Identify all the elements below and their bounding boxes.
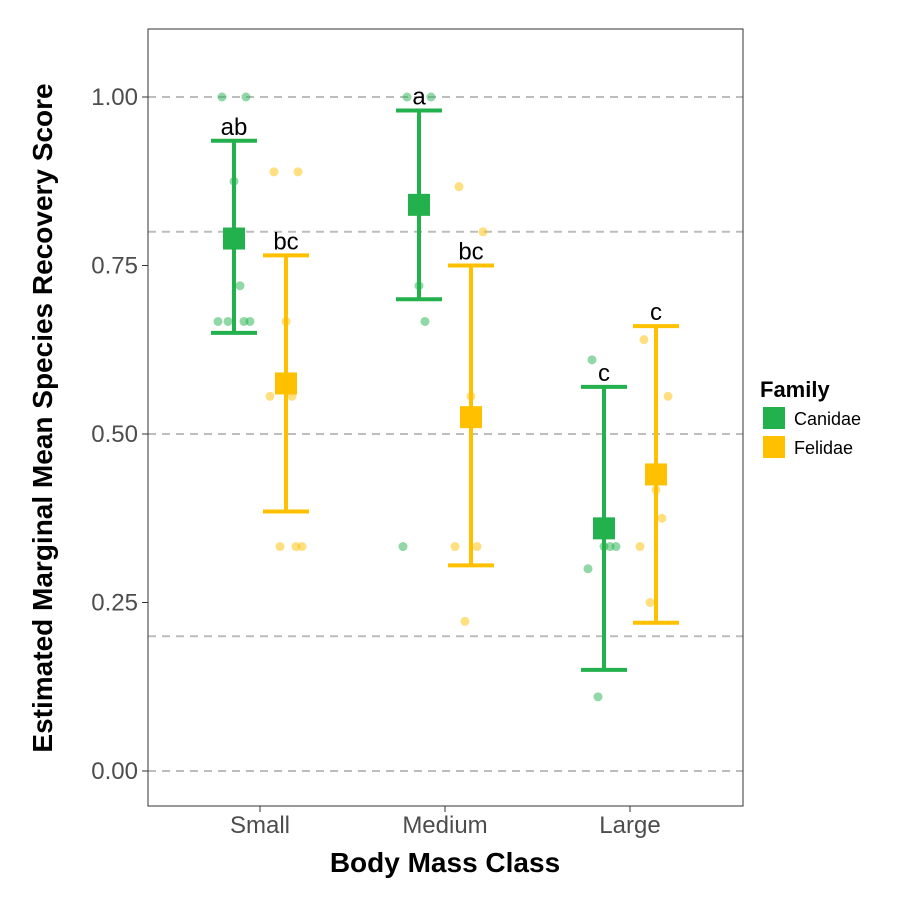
mean-markers	[223, 193, 667, 540]
data-point-canidae	[583, 564, 593, 574]
legend: Family Canidae Felidae	[760, 377, 861, 458]
mean-marker-felidae	[645, 463, 667, 486]
data-point-felidae	[275, 542, 285, 552]
legend-swatch-felidae	[763, 436, 785, 458]
data-point-canidae	[587, 355, 597, 365]
x-tick-label: Small	[230, 812, 290, 839]
legend-label-canidae: Canidae	[794, 409, 861, 429]
significance-letter-felidae: bc	[458, 239, 483, 266]
significance-letter-felidae: bc	[273, 228, 298, 255]
legend-title: Family	[760, 377, 830, 402]
y-tick-label: 0.00	[91, 758, 138, 785]
significance-letters: ab a c bc bc c	[221, 83, 662, 386]
data-point-felidae	[645, 598, 655, 607]
mean-marker-canidae	[593, 517, 615, 540]
legend-swatch-canidae	[763, 407, 785, 429]
x-tick-label: Large	[599, 812, 660, 839]
data-point-felidae	[460, 616, 470, 626]
data-point-felidae	[478, 227, 488, 237]
data-point-canidae	[223, 316, 233, 326]
y-axis-title: Estimated Marginal Mean Species Recovery…	[27, 83, 58, 752]
data-point-felidae	[454, 182, 464, 192]
data-point-felidae	[265, 391, 275, 401]
data-point-canidae	[213, 316, 223, 326]
data-point-felidae	[663, 391, 673, 401]
data-point-felidae	[472, 542, 482, 552]
data-point-canidae	[241, 92, 251, 102]
y-axis-ticks: 0.00 0.25 0.50 0.75 1.00	[91, 84, 148, 785]
data-point-canidae	[239, 316, 249, 326]
reference-lines	[148, 96, 743, 772]
data-point-canidae	[402, 92, 412, 102]
significance-letter-canidae: a	[412, 83, 426, 110]
data-point-canidae	[593, 692, 603, 702]
y-tick-label: 0.50	[91, 421, 138, 448]
data-point-canidae	[235, 281, 245, 291]
data-point-canidae	[426, 92, 436, 102]
data-point-canidae	[605, 542, 615, 552]
data-point-felidae	[293, 167, 303, 177]
data-point-canidae	[217, 92, 227, 102]
y-tick-label: 0.75	[91, 253, 138, 280]
y-tick-label: 1.00	[91, 84, 138, 111]
mean-marker-canidae	[223, 227, 245, 250]
data-point-felidae	[657, 513, 667, 523]
y-tick-label: 0.25	[91, 590, 138, 617]
significance-letter-canidae: ab	[221, 114, 248, 141]
data-point-felidae	[291, 542, 301, 552]
data-point-felidae	[635, 542, 645, 552]
mean-marker-felidae	[275, 372, 297, 395]
x-axis-ticks: Small Medium Large	[230, 806, 661, 839]
legend-label-felidae: Felidae	[794, 438, 853, 458]
mean-marker-canidae	[408, 193, 430, 216]
data-point-felidae	[639, 335, 649, 345]
data-point-felidae	[450, 542, 460, 552]
significance-letter-felidae: c	[650, 299, 662, 326]
plot-panel-border	[147, 28, 744, 807]
mean-marker-felidae	[460, 406, 482, 429]
x-tick-label: Medium	[402, 812, 487, 839]
x-axis-title: Body Mass Class	[330, 847, 560, 878]
data-point-felidae	[269, 167, 279, 177]
data-point-canidae	[420, 316, 430, 326]
significance-letter-canidae: c	[598, 360, 610, 387]
data-point-canidae	[398, 542, 408, 552]
